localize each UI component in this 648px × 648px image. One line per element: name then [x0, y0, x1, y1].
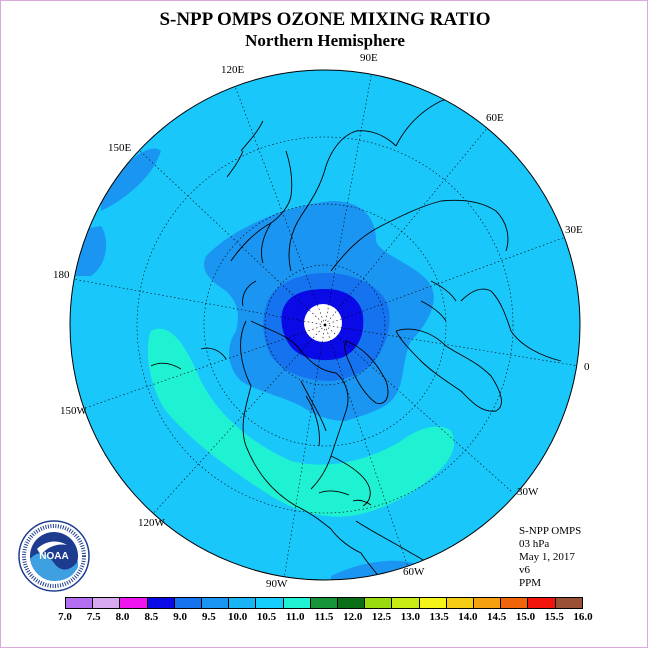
colorbar-swatch [119, 598, 147, 608]
colorbar-tick-label: 16.0 [573, 611, 593, 623]
colorbar-tick-label: 11.5 [314, 611, 334, 623]
colorbar-swatch [364, 598, 392, 608]
units-label: PPM [519, 577, 542, 589]
colorbar-swatch [445, 598, 474, 608]
svg-text:NOAA: NOAA [39, 551, 68, 562]
colorbar-tick-label: 12.0 [343, 611, 363, 623]
colorbar-ticks: 7.0 7.5 8.0 8.5 9.0 9.5 10.0 10.5 11.0 11.5 12.0 12… [1, 611, 647, 625]
subtropical-band [147, 328, 455, 517]
lon-label-60e: 60E [486, 112, 504, 124]
colorbar-tick-label: 15.5 [544, 611, 564, 623]
coastlines [150, 98, 562, 580]
lon-label-0: 0 [584, 361, 590, 373]
colorbar-tick-label: 14.5 [487, 611, 507, 623]
colorbar-tick-label: 14.0 [458, 611, 478, 623]
version-label: v6 [519, 564, 530, 576]
colorbar-swatch [173, 598, 202, 608]
figure-subtitle: Northern Hemisphere [245, 31, 405, 50]
colorbar-tick-label: 10.5 [256, 611, 277, 623]
colorbar-tick-label: 7.5 [86, 611, 101, 623]
colorbar-tick-label: 9.0 [173, 611, 187, 623]
colorbar-swatch [500, 598, 528, 608]
colorbar-tick-label: 7.0 [58, 611, 72, 623]
lon-label-30e: 30E [565, 224, 583, 236]
colorbar-swatch [391, 598, 419, 608]
colorbar-tick-label: 10.0 [228, 611, 248, 623]
colorbar-tick-label: 9.5 [202, 611, 216, 623]
product-info: S-NPP OMPS 03 hPa May 1, 2017 v6 PPM [519, 525, 581, 590]
instrument-label: S-NPP OMPS [519, 525, 582, 537]
lon-label-30w: 30W [517, 486, 539, 498]
figure-title: S-NPP OMPS OZONE MIXING RATIO [159, 9, 491, 30]
map-boundary [69, 69, 581, 581]
colorbar-swatch [554, 598, 582, 608]
colorbar-tick-label: 8.0 [115, 611, 130, 623]
colorbar-tick-label: 15.0 [515, 611, 536, 623]
colorbar-swatch [337, 598, 365, 608]
colorbar-tick-label: 12.5 [371, 611, 392, 623]
lon-label-60w: 60W [403, 566, 425, 578]
date-label: May 1, 2017 [519, 551, 575, 563]
colorbar [65, 597, 583, 609]
colorbar-swatch [66, 598, 93, 608]
pole-no-data [304, 304, 342, 342]
pacific-patch [101, 148, 161, 211]
colorbar-swatch [418, 598, 446, 608]
graticule [72, 70, 580, 580]
colorbar-swatch [92, 598, 120, 608]
colorbar-tick-label: 11.0 [285, 611, 305, 623]
pressure-level: 03 hPa [519, 538, 550, 550]
colorbar-swatch [228, 598, 256, 608]
colorbar-swatch [146, 598, 174, 608]
lon-label-120e: 120E [221, 64, 245, 76]
lon-label-150w: 150W [60, 405, 87, 417]
lon-label-180: 180 [53, 269, 70, 281]
colorbar-tick-label: 13.5 [429, 611, 449, 623]
colorbar-swatch [473, 598, 501, 608]
colorbar-tick-label: 8.5 [144, 611, 159, 623]
colorbar-tick-label: 13.0 [400, 611, 420, 623]
lon-label-120w: 120W [138, 517, 165, 529]
lon-label-150e: 150E [108, 142, 132, 154]
lon-label-90w: 90W [266, 578, 288, 590]
lon-label-90e: 90E [360, 52, 378, 64]
colorbar-swatch [255, 598, 283, 608]
colorbar-swatch [527, 598, 555, 608]
colorbar-swatch [201, 598, 229, 608]
colorbar-swatch [282, 598, 310, 608]
noaa-logo: NOAA [18, 520, 90, 592]
colorbar-swatch [309, 598, 338, 608]
